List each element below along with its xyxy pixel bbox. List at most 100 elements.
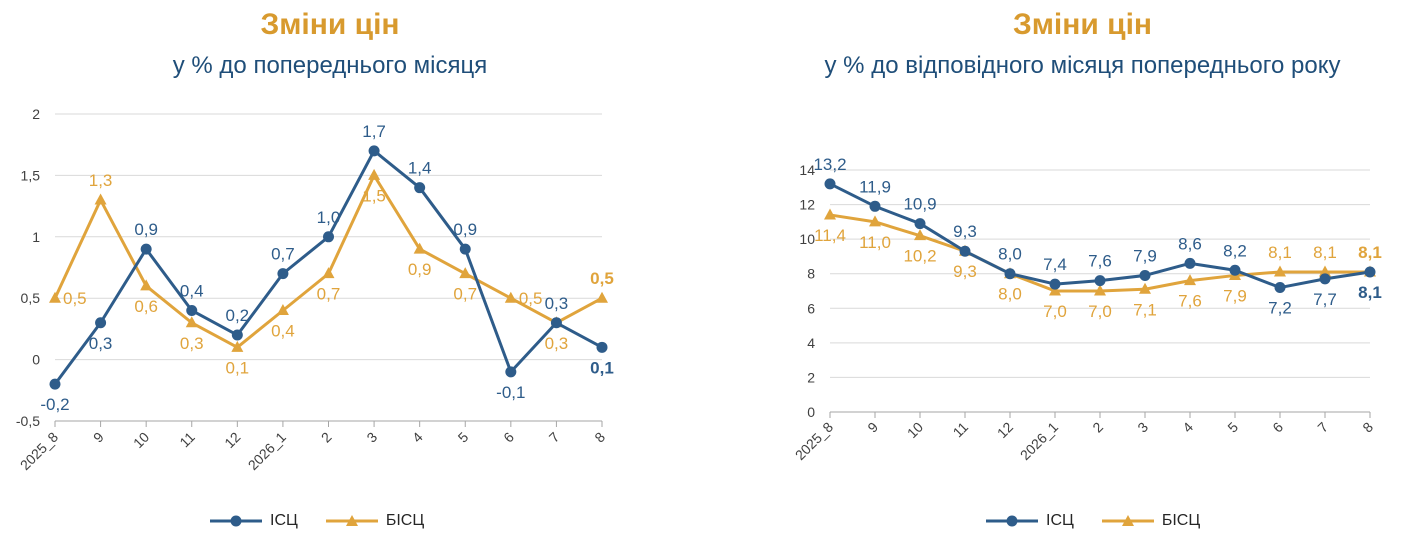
data-label-bisc: 11,4 <box>814 226 846 245</box>
data-point-isc <box>414 182 426 194</box>
data-point-isc <box>459 243 471 255</box>
x-tick-label: 3 <box>363 429 380 446</box>
legend-marker-isc <box>986 515 1038 527</box>
data-label-bisc: 7,0 <box>1088 302 1112 321</box>
x-tick-label: 2 <box>1089 419 1106 436</box>
data-label-bisc: 0,1 <box>226 358 250 377</box>
legend-label-bisc: БІСЦ <box>385 512 425 529</box>
x-tick-label: 2025_8 <box>17 429 61 473</box>
x-tick-label: 11 <box>176 429 198 451</box>
data-label-bisc: 1,5 <box>362 186 386 205</box>
chart-plot-monthly: -0,5 0 0,5 1 1,5 2 2025_8 9 10 11 12 2026_1 2 3 4 5 6 7 8 -… <box>16 106 614 473</box>
data-label-bisc: 0,3 <box>545 334 569 353</box>
y-tick-label: 2 <box>807 369 815 385</box>
data-label-isc: 7,9 <box>1133 246 1157 265</box>
chart-legend: ІСЦ БІСЦ <box>210 512 452 530</box>
legend-marker-bisc <box>325 515 378 526</box>
y-tick-label: 14 <box>799 162 815 178</box>
x-tick-label: 5 <box>455 429 472 446</box>
data-point-isc <box>1319 273 1331 285</box>
chart-subtitle: у % до попереднього місяця <box>172 52 488 79</box>
data-point-isc <box>505 366 517 378</box>
data-point-bisc <box>1274 265 1286 277</box>
data-label-bisc: 0,5 <box>63 289 87 308</box>
data-label-bisc: 7,0 <box>1043 302 1067 321</box>
x-tick-label: 11 <box>950 419 972 441</box>
chart-panel-monthly: Зміни цін у % до попереднього місяця -0,… <box>0 0 660 542</box>
x-tick-label: 8 <box>1359 419 1376 436</box>
x-tick-label: 10 <box>904 419 926 441</box>
data-point-bisc <box>49 291 61 303</box>
data-label-isc: 0,3 <box>89 334 113 353</box>
y-tick-label: -0,5 <box>16 413 40 429</box>
data-point-isc <box>368 145 380 157</box>
data-point-isc <box>1139 269 1151 281</box>
data-label-bisc: 8,1 <box>1358 243 1382 262</box>
legend-marker-bisc <box>1101 515 1154 526</box>
data-label-isc: 9,3 <box>953 222 977 241</box>
data-label-bisc: 11,0 <box>859 233 891 252</box>
data-point-bisc <box>596 291 608 303</box>
x-tick-label: 12 <box>221 429 243 451</box>
data-label-isc: 11,9 <box>859 177 891 196</box>
y-tick-label: 1 <box>32 229 40 245</box>
data-label-bisc: 1,3 <box>89 171 113 190</box>
data-point-bisc <box>869 215 881 227</box>
y-tick-label: 8 <box>807 266 815 282</box>
y-tick-label: 6 <box>807 300 815 316</box>
x-tick-label: 4 <box>409 429 426 446</box>
data-point-isc <box>277 268 289 280</box>
data-label-isc: 7,7 <box>1313 290 1337 309</box>
data-label-bisc: 7,9 <box>1223 286 1247 305</box>
data-point-bisc <box>1184 274 1196 286</box>
data-label-bisc: 0,5 <box>590 269 614 288</box>
data-point-bisc <box>1139 282 1151 294</box>
data-point-bisc <box>1049 284 1061 296</box>
x-tick-label: 6 <box>500 429 517 446</box>
data-label-isc: 7,6 <box>1088 252 1112 271</box>
data-label-isc: 8,2 <box>1223 241 1247 260</box>
data-label-isc: 0,9 <box>134 220 158 239</box>
data-label-bisc: 0,7 <box>317 285 341 304</box>
data-point-bisc <box>322 267 335 279</box>
x-tick-label: 2025_8 <box>792 419 836 463</box>
x-tick-label: 12 <box>994 419 1016 441</box>
data-point-isc <box>1274 282 1286 294</box>
legend-item-bisc: БІСЦ <box>325 512 425 530</box>
data-point-isc <box>1049 278 1061 290</box>
data-point-isc <box>550 317 562 329</box>
data-label-isc: 13,2 <box>813 155 846 174</box>
data-label-bisc: 9,3 <box>953 262 977 281</box>
data-label-bisc: 8,1 <box>1313 243 1337 262</box>
data-label-bisc: 10,2 <box>903 247 936 266</box>
data-point-isc <box>49 378 61 390</box>
data-point-bisc <box>231 340 244 352</box>
data-label-bisc: 0,9 <box>408 260 432 279</box>
data-point-isc <box>140 243 152 255</box>
data-label-bisc: 0,6 <box>134 297 158 316</box>
legend-item-isc: ІСЦ <box>986 512 1074 530</box>
data-point-isc <box>824 178 836 190</box>
data-label-isc: 7,4 <box>1043 255 1067 274</box>
data-point-bisc <box>824 208 836 220</box>
data-point-bisc <box>1094 284 1106 296</box>
data-point-isc <box>186 304 198 316</box>
x-tick-label: 6 <box>1269 419 1286 436</box>
data-point-bisc <box>914 229 926 241</box>
data-label-bisc: 0,3 <box>180 334 204 353</box>
data-point-isc <box>95 317 107 329</box>
data-label-bisc: 8,1 <box>1268 243 1292 262</box>
data-label-bisc: 7,6 <box>1178 292 1202 311</box>
data-label-isc: 1,4 <box>408 159 432 178</box>
data-label-isc: 10,9 <box>903 195 936 214</box>
data-point-bisc <box>1319 265 1331 277</box>
data-point-isc <box>1094 275 1106 287</box>
data-point-bisc <box>413 242 426 254</box>
data-point-isc <box>959 245 971 257</box>
x-tick-label: 2026_1 <box>245 429 289 473</box>
chart-subtitle: у % до відповідного місяця попереднього … <box>824 52 1341 79</box>
x-tick-label: 8 <box>591 429 608 446</box>
data-label-isc: 1,0 <box>317 208 341 227</box>
x-tick-label: 2026_1 <box>1017 419 1061 463</box>
data-point-isc <box>1364 266 1376 278</box>
